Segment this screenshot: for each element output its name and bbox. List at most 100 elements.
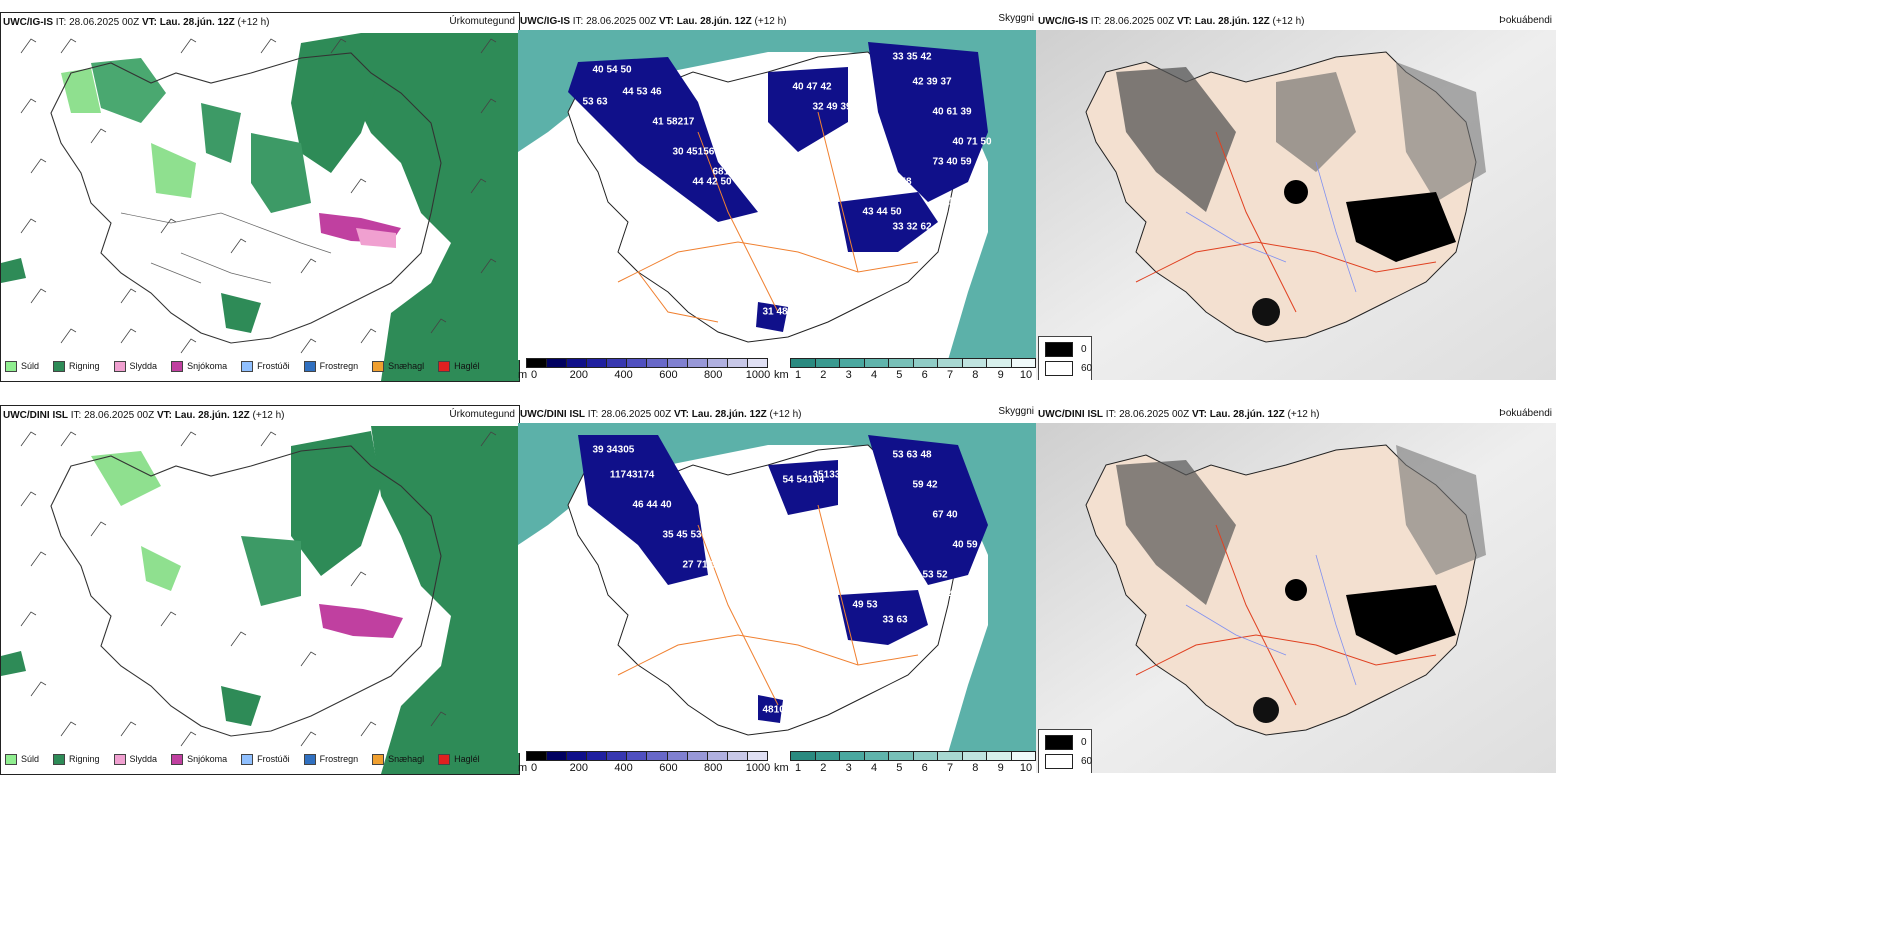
colorbar-tick-label: 400 [614,369,633,380]
colorbar-tick-label: 800 [704,762,723,773]
colorbar-tick-label: 8 [972,762,979,773]
panel-title: UWC/DINI ISL IT: 28.06.2025 00Z VT: Lau.… [520,409,802,420]
legend-label: Haglél [454,754,480,764]
visibility-map-bottom [518,423,1036,753]
colorbar-segment [864,752,889,760]
colorbar-strip [526,358,768,368]
colorbar-tick-label: 4 [870,369,878,380]
cloud-base-label: 59 [960,156,972,168]
legend-swatch [5,360,17,372]
colorbar-tick-label: 400 [614,762,633,773]
cloud-base-label: 32 [710,559,722,571]
cloud-base-label: 40 [592,64,604,76]
colorbar-tick-label: 8 [972,369,979,380]
cloud-base-label: 122 [723,166,741,178]
fog-legend: 0 60 [1038,336,1092,380]
legend-item: Snjókoma [171,753,227,765]
colorbar-tick-label: 9 [997,762,1004,773]
colorbar-tick-label: 600 [659,369,678,380]
colorbar-segment [987,359,1012,367]
cloud-base-label: 40 [932,106,944,118]
colorbar-tick-label: 200 [569,762,588,773]
colorbar-unit: km [774,369,789,380]
cloud-base-label: 217 [677,116,695,128]
colorbar-segment [587,752,608,760]
cloud-base-label: 45 [686,146,698,158]
legend-label: Slydda [129,754,158,764]
cloud-base-label: 104 [773,704,791,716]
cloud-base-label: 39 [960,106,972,118]
colorbar-tick-label: 6 [921,369,928,380]
colorbar-segment [747,752,767,760]
panel-fog-top: UWC/IG-IS IT: 28.06.2025 00Z VT: Lau. 28… [1036,12,1556,380]
legend-swatch [53,360,66,372]
colorbar-tick-label: 7 [946,762,954,773]
cloud-base-label: 59 [912,479,924,491]
colorbar-tick-label: 1 [794,762,802,773]
cloud-base-label: 59 [966,539,978,551]
cloud-base-label: 46 [632,499,644,511]
wind-barbs [20,38,497,354]
cloud-base-label: 156 [697,146,715,158]
cloud-base-label: 61 [942,196,954,208]
colorbar-segment [687,359,708,367]
colorbar-segment [587,359,608,367]
cloud-base-label: 48 [920,449,932,461]
panel-variable-label: Úrkomutegund [449,16,515,27]
cloud-base-label: 40 [946,509,958,521]
colorbar-segment [747,359,767,367]
cloud-base-label: 50 [620,64,632,76]
cloud-base-label: 62 [920,221,932,233]
cloud-base-label: 43 [862,206,874,218]
colorbar-segment [647,359,668,367]
precip-legend: Súld Rigning Slydda Snjókoma Frostúði Frostre… [5,750,494,768]
legend-swatch [171,753,184,765]
legend-swatch [171,360,184,372]
cloud-base-label: 97 [840,469,852,481]
cloud-base-label: 42 [920,51,932,63]
cloud-base-label: 84 [886,176,898,188]
cloud-base-label: 40 [792,81,804,93]
cloud-base-label: 63 [906,449,918,461]
colorbar-segment [687,752,708,760]
colorbar-tick-label: 1 [794,369,802,380]
legend-item: Snjókoma [171,360,227,372]
colorbar-segment [840,752,865,760]
colorbar-segment [727,752,748,760]
colorbar-segment [889,359,914,367]
colorbar-tick-label: 800 [704,369,723,380]
colorbar-tick-label: 9 [997,369,1004,380]
cloud-base-label: 46 [650,86,662,98]
colorbar-tick-label: 5 [896,369,903,380]
legend-swatch [113,360,126,372]
legend-swatch [372,753,385,765]
cloud-base-label: 40 [952,539,964,551]
colorbar-tick-label: 10 [1019,762,1033,773]
cloud-base-label: 53 [922,569,934,581]
cloud-base-label: 33 [892,51,904,63]
colorbar-segment [1011,752,1035,760]
cloud-base-label: 39 [926,76,938,88]
cloud-base-label: 58 [666,116,678,128]
colorbar-segment [567,359,588,367]
cloud-base-label: 63 [896,614,908,626]
cloud-base-label: 42 [820,81,832,93]
cloud-base-label: 71 [966,136,978,148]
legend-label: Haglél [454,361,480,371]
cloud-base-label: 42 [926,479,938,491]
colorbar-tick-label: 3 [845,369,852,380]
colorbar-segment [987,752,1012,760]
colorbar-tick-label: 4 [870,762,878,773]
colorbar-segment [607,752,628,760]
visibility-colorbar: km 1 2 3 4 5 6 7 8 9 10 [774,356,1036,380]
cloud-base-label: 174 [637,469,655,481]
cloud-base-label: 71 [696,559,708,571]
legend-item: Rigning [53,360,100,372]
panel-fog-bottom: UWC/DINI ISL IT: 28.06.2025 00Z VT: Lau.… [1036,405,1556,773]
colorbar-segment [962,359,987,367]
cloud-base-label: 45 [676,529,688,541]
colorbar-segment [815,359,840,367]
cloud-base-label: 305 [617,444,635,456]
panel-precip-type-bottom: UWC/DINI ISL IT: 28.06.2025 00Z VT: Lau.… [0,405,520,775]
cloud-base-label: 44 [622,86,634,98]
